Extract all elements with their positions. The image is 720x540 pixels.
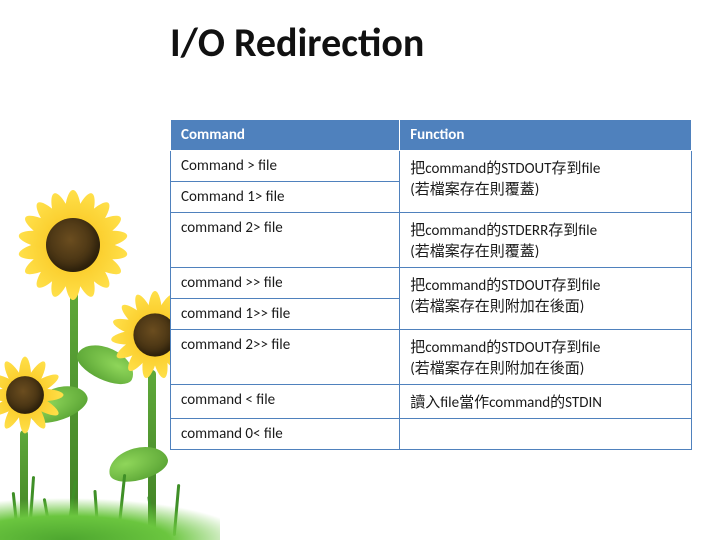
table-row: command 2> file 把command的STDERR存到file (若… [171, 213, 692, 268]
cell-command: command 0< file [171, 419, 400, 450]
cell-function: 讀入file當作command的STDIN [400, 385, 692, 419]
cell-function: 把command的STDOUT存到file (若檔案存在則附加在後面) [400, 330, 692, 385]
io-redirection-table: Command Function Command > file 把command… [170, 119, 692, 450]
content-area: I/O Redirection Command Function Command… [170, 18, 692, 450]
table-row: command < file 讀入file當作command的STDIN [171, 385, 692, 419]
header-function: Function [400, 120, 692, 151]
table-row: command 2>> file 把command的STDOUT存到file (… [171, 330, 692, 385]
cell-command: command 2> file [171, 213, 400, 268]
cell-command: Command > file [171, 151, 400, 182]
func-line1: 把command的STDOUT存到file [410, 277, 600, 295]
func-line1: 把command的STDOUT存到file [410, 339, 600, 357]
slide-title: I/O Redirection [170, 18, 692, 67]
table-row: Command > file 把command的STDOUT存到file (若檔… [171, 151, 692, 182]
func-line2: (若檔案存在則覆蓋) [410, 181, 539, 199]
header-command: Command [171, 120, 400, 151]
cell-command: command >> file [171, 268, 400, 299]
func-line2: (若檔案存在則附加在後面) [410, 360, 584, 378]
cell-function: 把command的STDERR存到file (若檔案存在則覆蓋) [400, 213, 692, 268]
cell-command: Command 1> file [171, 182, 400, 213]
cell-function: 把command的STDOUT存到file (若檔案存在則覆蓋) [400, 151, 692, 213]
table-header-row: Command Function [171, 120, 692, 151]
cell-function: 把command的STDOUT存到file (若檔案存在則附加在後面) [400, 268, 692, 330]
cell-command: command 2>> file [171, 330, 400, 385]
func-line2: (若檔案存在則附加在後面) [410, 298, 584, 316]
func-line2: (若檔案存在則覆蓋) [410, 243, 539, 261]
table-row: command 0< file [171, 419, 692, 450]
cell-command: command 1>> file [171, 299, 400, 330]
func-line1: 讀入file當作command的STDIN [410, 394, 602, 412]
func-line1: 把command的STDERR存到file [410, 222, 597, 240]
cell-command: command < file [171, 385, 400, 419]
func-line1: 把command的STDOUT存到file [410, 160, 600, 178]
table-row: command >> file 把command的STDOUT存到file (若… [171, 268, 692, 299]
slide: I/O Redirection Command Function Command… [0, 0, 720, 540]
cell-function [400, 419, 692, 450]
